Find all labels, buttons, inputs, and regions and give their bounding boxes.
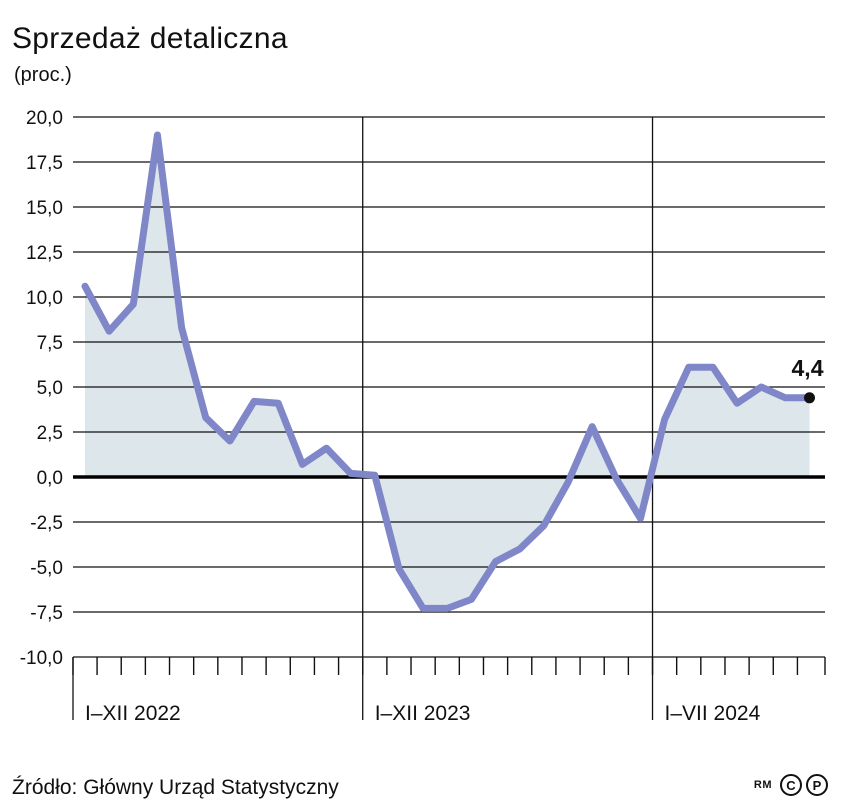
y-tick-label: -10,0 — [20, 648, 63, 669]
source-note: Źródło: Główny Urząd Statystyczny — [12, 776, 339, 799]
y-tick-label: 15,0 — [26, 198, 63, 219]
line-layer — [81, 131, 815, 612]
chart-title: Sprzedaż detaliczna — [12, 22, 288, 55]
chart: 20,0 17,5 15,0 12,5 10,0 7,5 5,0 2,5 0,0 -2,5 -5,0… — [20, 108, 826, 725]
last-point — [804, 392, 815, 404]
credit: RM C P — [754, 774, 828, 796]
y-tick-label: 2,5 — [37, 423, 63, 444]
y-tick-label: 10,0 — [26, 288, 63, 309]
y-tick-label: 12,5 — [26, 243, 63, 264]
label-layer: 20,0 17,5 15,0 12,5 10,0 7,5 5,0 2,5 0,0 -2,5 -5,0… — [20, 108, 824, 725]
period-label: I–XII 2022 — [85, 702, 181, 725]
period-label: I–XII 2023 — [375, 702, 471, 725]
y-tick-label: 0,0 — [37, 468, 63, 489]
chart-subtitle: (proc.) — [14, 64, 72, 86]
y-tick-label: -2,5 — [30, 513, 63, 534]
y-tick-label: 17,5 — [26, 153, 63, 174]
last-value-label: 4,4 — [792, 355, 824, 381]
y-tick-label: 5,0 — [37, 378, 63, 399]
y-tick-label: 7,5 — [37, 333, 63, 354]
series-area — [85, 135, 810, 609]
y-tick-label: -7,5 — [30, 603, 63, 624]
series-line — [81, 131, 813, 612]
phonogram-icon: P — [806, 774, 828, 796]
y-tick-label: 20,0 — [26, 108, 63, 129]
rm-mark: RM — [753, 779, 772, 791]
copyright-icon: C — [780, 774, 802, 796]
period-label: I–VII 2024 — [665, 702, 761, 725]
area-layer — [85, 135, 810, 609]
y-tick-label: -5,0 — [30, 558, 63, 579]
